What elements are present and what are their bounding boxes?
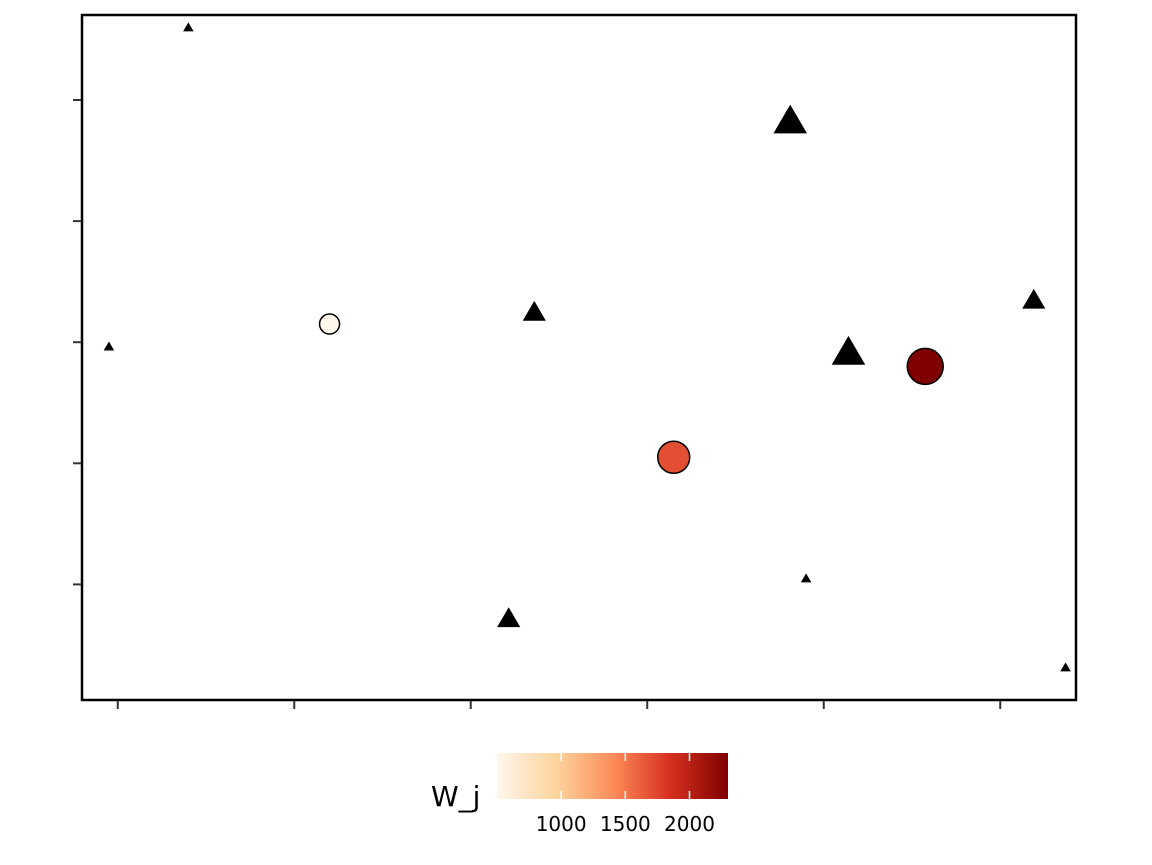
circle-point-0 [318,313,341,335]
legend-tick-label-0: 1000 [536,812,587,836]
circle-point-1 [656,440,691,474]
triangle-point-2 [522,300,546,321]
circle-point-2 [906,347,944,386]
triangle-point-5 [831,335,866,365]
triangle-point-7 [800,573,812,583]
legend-ticks: 1000 1500 2000 [536,753,715,836]
triangle-point-1 [103,341,115,351]
legend-colorbar [497,753,728,799]
x-axis [116,701,1002,709]
triangle-point-4 [773,104,808,134]
triangle-point-3 [497,607,521,628]
legend-tick-label-1: 1500 [600,812,651,836]
legend-title: W_j [431,780,480,813]
triangle-point-8 [1060,662,1071,672]
legend-tick-label-2: 2000 [664,812,715,836]
color-legend: W_j 1000 1500 2000 [431,753,728,836]
triangle-point-6 [1022,288,1046,309]
plot-marks [103,22,1071,672]
triangle-point-0 [183,22,194,32]
y-axis [73,99,81,586]
